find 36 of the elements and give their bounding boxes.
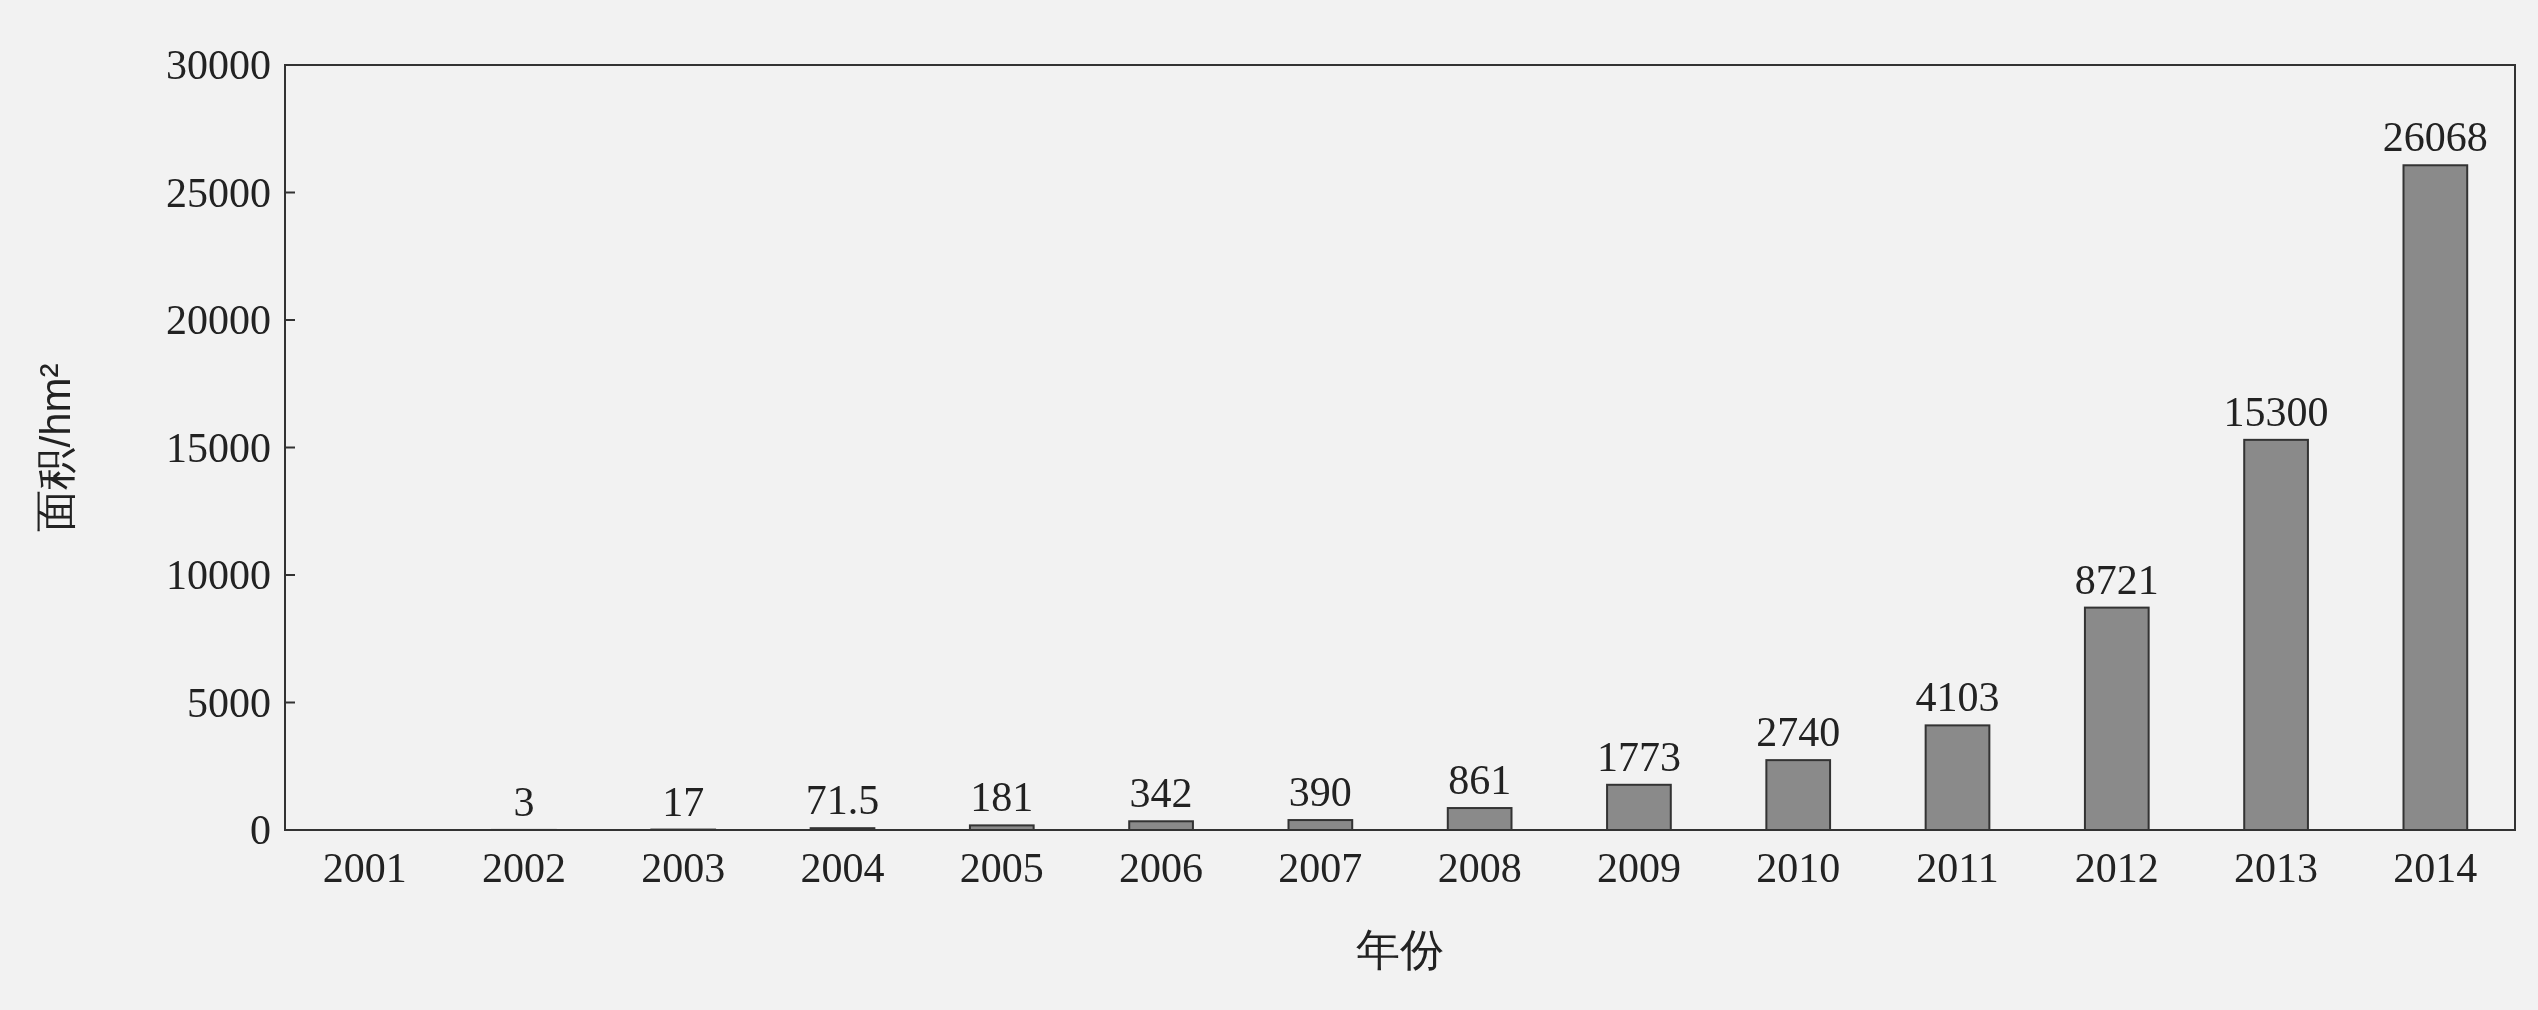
data-label: 342 [1129,770,1193,817]
data-label: 1773 [1596,733,1681,780]
x-tick-label: 2011 [1916,845,1999,891]
data-label: 71.5 [805,777,880,824]
y-tick-label: 10000 [166,552,271,598]
x-tick-label: 2007 [1278,845,1363,891]
x-tick-label: 2009 [1596,845,1681,891]
y-axis-title: 面积/hm² [32,363,79,532]
x-tick-label: 2012 [2074,845,2159,891]
data-label: 390 [1288,769,1352,816]
y-tick-label: 20000 [166,297,271,343]
x-tick-label: 2005 [959,845,1044,891]
data-label: 17 [662,778,705,825]
x-tick-label: 2013 [2234,845,2319,891]
y-tick-label: 0 [250,807,271,853]
y-tick-label: 25000 [166,169,271,216]
data-label: 8721 [2074,556,2159,603]
data-label: 861 [1448,757,1512,804]
x-tick-label: 2006 [1119,845,1204,891]
data-label: 181 [970,774,1034,821]
x-tick-label: 2003 [641,845,726,891]
x-tick-label: 2002 [481,845,566,891]
x-tick-label: 2004 [800,845,885,891]
y-tick-label: 5000 [187,679,271,726]
data-label: 15300 [2223,388,2329,435]
data-label: 4103 [1915,674,2000,721]
x-tick-label: 2014 [2393,845,2478,891]
y-tick-label: 15000 [166,424,271,471]
data-label: 3 [513,778,535,825]
data-label: 26068 [2382,114,2488,161]
x-axis-title: 年份 [1356,925,1444,974]
x-tick-label: 2008 [1437,845,1522,891]
y-tick-label: 30000 [166,42,271,88]
x-tick-label: 2010 [1756,845,1841,891]
data-label: 2740 [1756,709,1841,756]
x-tick-label: 2001 [322,845,407,891]
